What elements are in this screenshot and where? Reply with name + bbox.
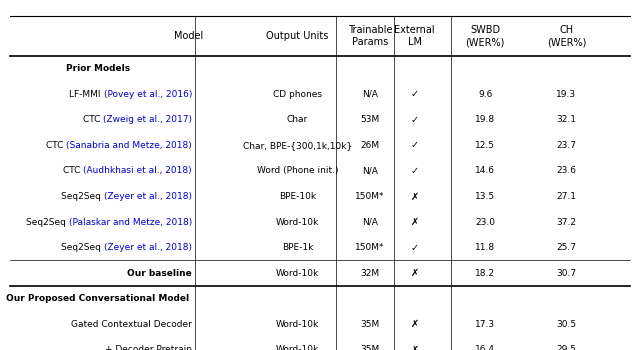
Text: ✗: ✗ xyxy=(411,217,419,227)
Text: BPE-1k: BPE-1k xyxy=(282,243,314,252)
Text: 37.2: 37.2 xyxy=(556,218,577,226)
Text: ✗: ✗ xyxy=(411,319,419,329)
Text: 14.6: 14.6 xyxy=(475,167,495,175)
Text: External
LM: External LM xyxy=(394,25,435,47)
Text: 16.4: 16.4 xyxy=(475,345,495,350)
Text: 29.5: 29.5 xyxy=(556,345,577,350)
Text: 12.5: 12.5 xyxy=(475,141,495,150)
Text: ✓: ✓ xyxy=(411,166,419,176)
Text: 30.5: 30.5 xyxy=(556,320,577,329)
Text: (Palaskar and Metze, 2018): (Palaskar and Metze, 2018) xyxy=(68,218,192,226)
Text: 23.7: 23.7 xyxy=(556,141,577,150)
Text: (Sanabria and Metze, 2018): (Sanabria and Metze, 2018) xyxy=(67,141,192,150)
Text: 30.7: 30.7 xyxy=(556,269,577,278)
Text: ✓: ✓ xyxy=(411,115,419,125)
Text: Output Units: Output Units xyxy=(266,31,329,41)
Text: Char: Char xyxy=(287,116,308,124)
Text: 23.6: 23.6 xyxy=(556,167,577,175)
Text: N/A: N/A xyxy=(362,167,378,175)
Text: (Povey et al., 2016): (Povey et al., 2016) xyxy=(104,90,192,99)
Text: 27.1: 27.1 xyxy=(556,192,577,201)
Text: ✓: ✓ xyxy=(411,89,419,99)
Text: + Decoder Pretrain: + Decoder Pretrain xyxy=(105,345,192,350)
Text: Our Proposed Conversational Model: Our Proposed Conversational Model xyxy=(6,294,189,303)
Text: CH
(WER%): CH (WER%) xyxy=(547,25,586,47)
Text: Word-10k: Word-10k xyxy=(276,218,319,226)
Text: 150M*: 150M* xyxy=(355,192,385,201)
Text: CTC: CTC xyxy=(83,116,103,124)
Text: 35M: 35M xyxy=(360,320,380,329)
Text: Word-10k: Word-10k xyxy=(276,269,319,278)
Text: CD phones: CD phones xyxy=(273,90,322,99)
Text: Trainable
Params: Trainable Params xyxy=(348,25,392,47)
Text: 18.2: 18.2 xyxy=(475,269,495,278)
Text: CTC: CTC xyxy=(46,141,67,150)
Text: Our baseline: Our baseline xyxy=(127,269,192,278)
Text: Seq2Seq: Seq2Seq xyxy=(61,192,104,201)
Text: 23.0: 23.0 xyxy=(475,218,495,226)
Text: N/A: N/A xyxy=(362,90,378,99)
Text: Seq2Seq: Seq2Seq xyxy=(26,218,68,226)
Text: Word-10k: Word-10k xyxy=(276,320,319,329)
Text: 13.5: 13.5 xyxy=(475,192,495,201)
Text: Char, BPE-{300,1k,10k}: Char, BPE-{300,1k,10k} xyxy=(243,141,352,150)
Text: 32M: 32M xyxy=(360,269,380,278)
Text: (Zeyer et al., 2018): (Zeyer et al., 2018) xyxy=(104,192,192,201)
Text: 35M: 35M xyxy=(360,345,380,350)
Text: 26M: 26M xyxy=(360,141,380,150)
Text: (Audhkhasi et al., 2018): (Audhkhasi et al., 2018) xyxy=(83,167,192,175)
Text: BPE-10k: BPE-10k xyxy=(279,192,316,201)
Text: (Zweig et al., 2017): (Zweig et al., 2017) xyxy=(103,116,192,124)
Text: 17.3: 17.3 xyxy=(475,320,495,329)
Text: 150M*: 150M* xyxy=(355,243,385,252)
Text: ✗: ✗ xyxy=(411,345,419,350)
Text: ✗: ✗ xyxy=(411,191,419,202)
Text: Word (Phone init.): Word (Phone init.) xyxy=(257,167,339,175)
Text: SWBD
(WER%): SWBD (WER%) xyxy=(465,25,505,47)
Text: 53M: 53M xyxy=(360,116,380,124)
Text: Seq2Seq: Seq2Seq xyxy=(61,243,104,252)
Text: LF-MMI: LF-MMI xyxy=(69,90,104,99)
Text: Prior Models: Prior Models xyxy=(65,64,130,73)
Text: 25.7: 25.7 xyxy=(556,243,577,252)
Text: ✓: ✓ xyxy=(411,243,419,253)
Text: ✗: ✗ xyxy=(411,268,419,278)
Text: 11.8: 11.8 xyxy=(475,243,495,252)
Text: CTC: CTC xyxy=(63,167,83,175)
Text: Word-10k: Word-10k xyxy=(276,345,319,350)
Text: 19.3: 19.3 xyxy=(556,90,577,99)
Text: N/A: N/A xyxy=(362,218,378,226)
Text: 9.6: 9.6 xyxy=(478,90,492,99)
Text: 32.1: 32.1 xyxy=(556,116,577,124)
Text: (Zeyer et al., 2018): (Zeyer et al., 2018) xyxy=(104,243,192,252)
Text: ✓: ✓ xyxy=(411,140,419,150)
Text: 19.8: 19.8 xyxy=(475,116,495,124)
Text: Gated Contextual Decoder: Gated Contextual Decoder xyxy=(71,320,192,329)
Text: Model: Model xyxy=(174,31,204,41)
